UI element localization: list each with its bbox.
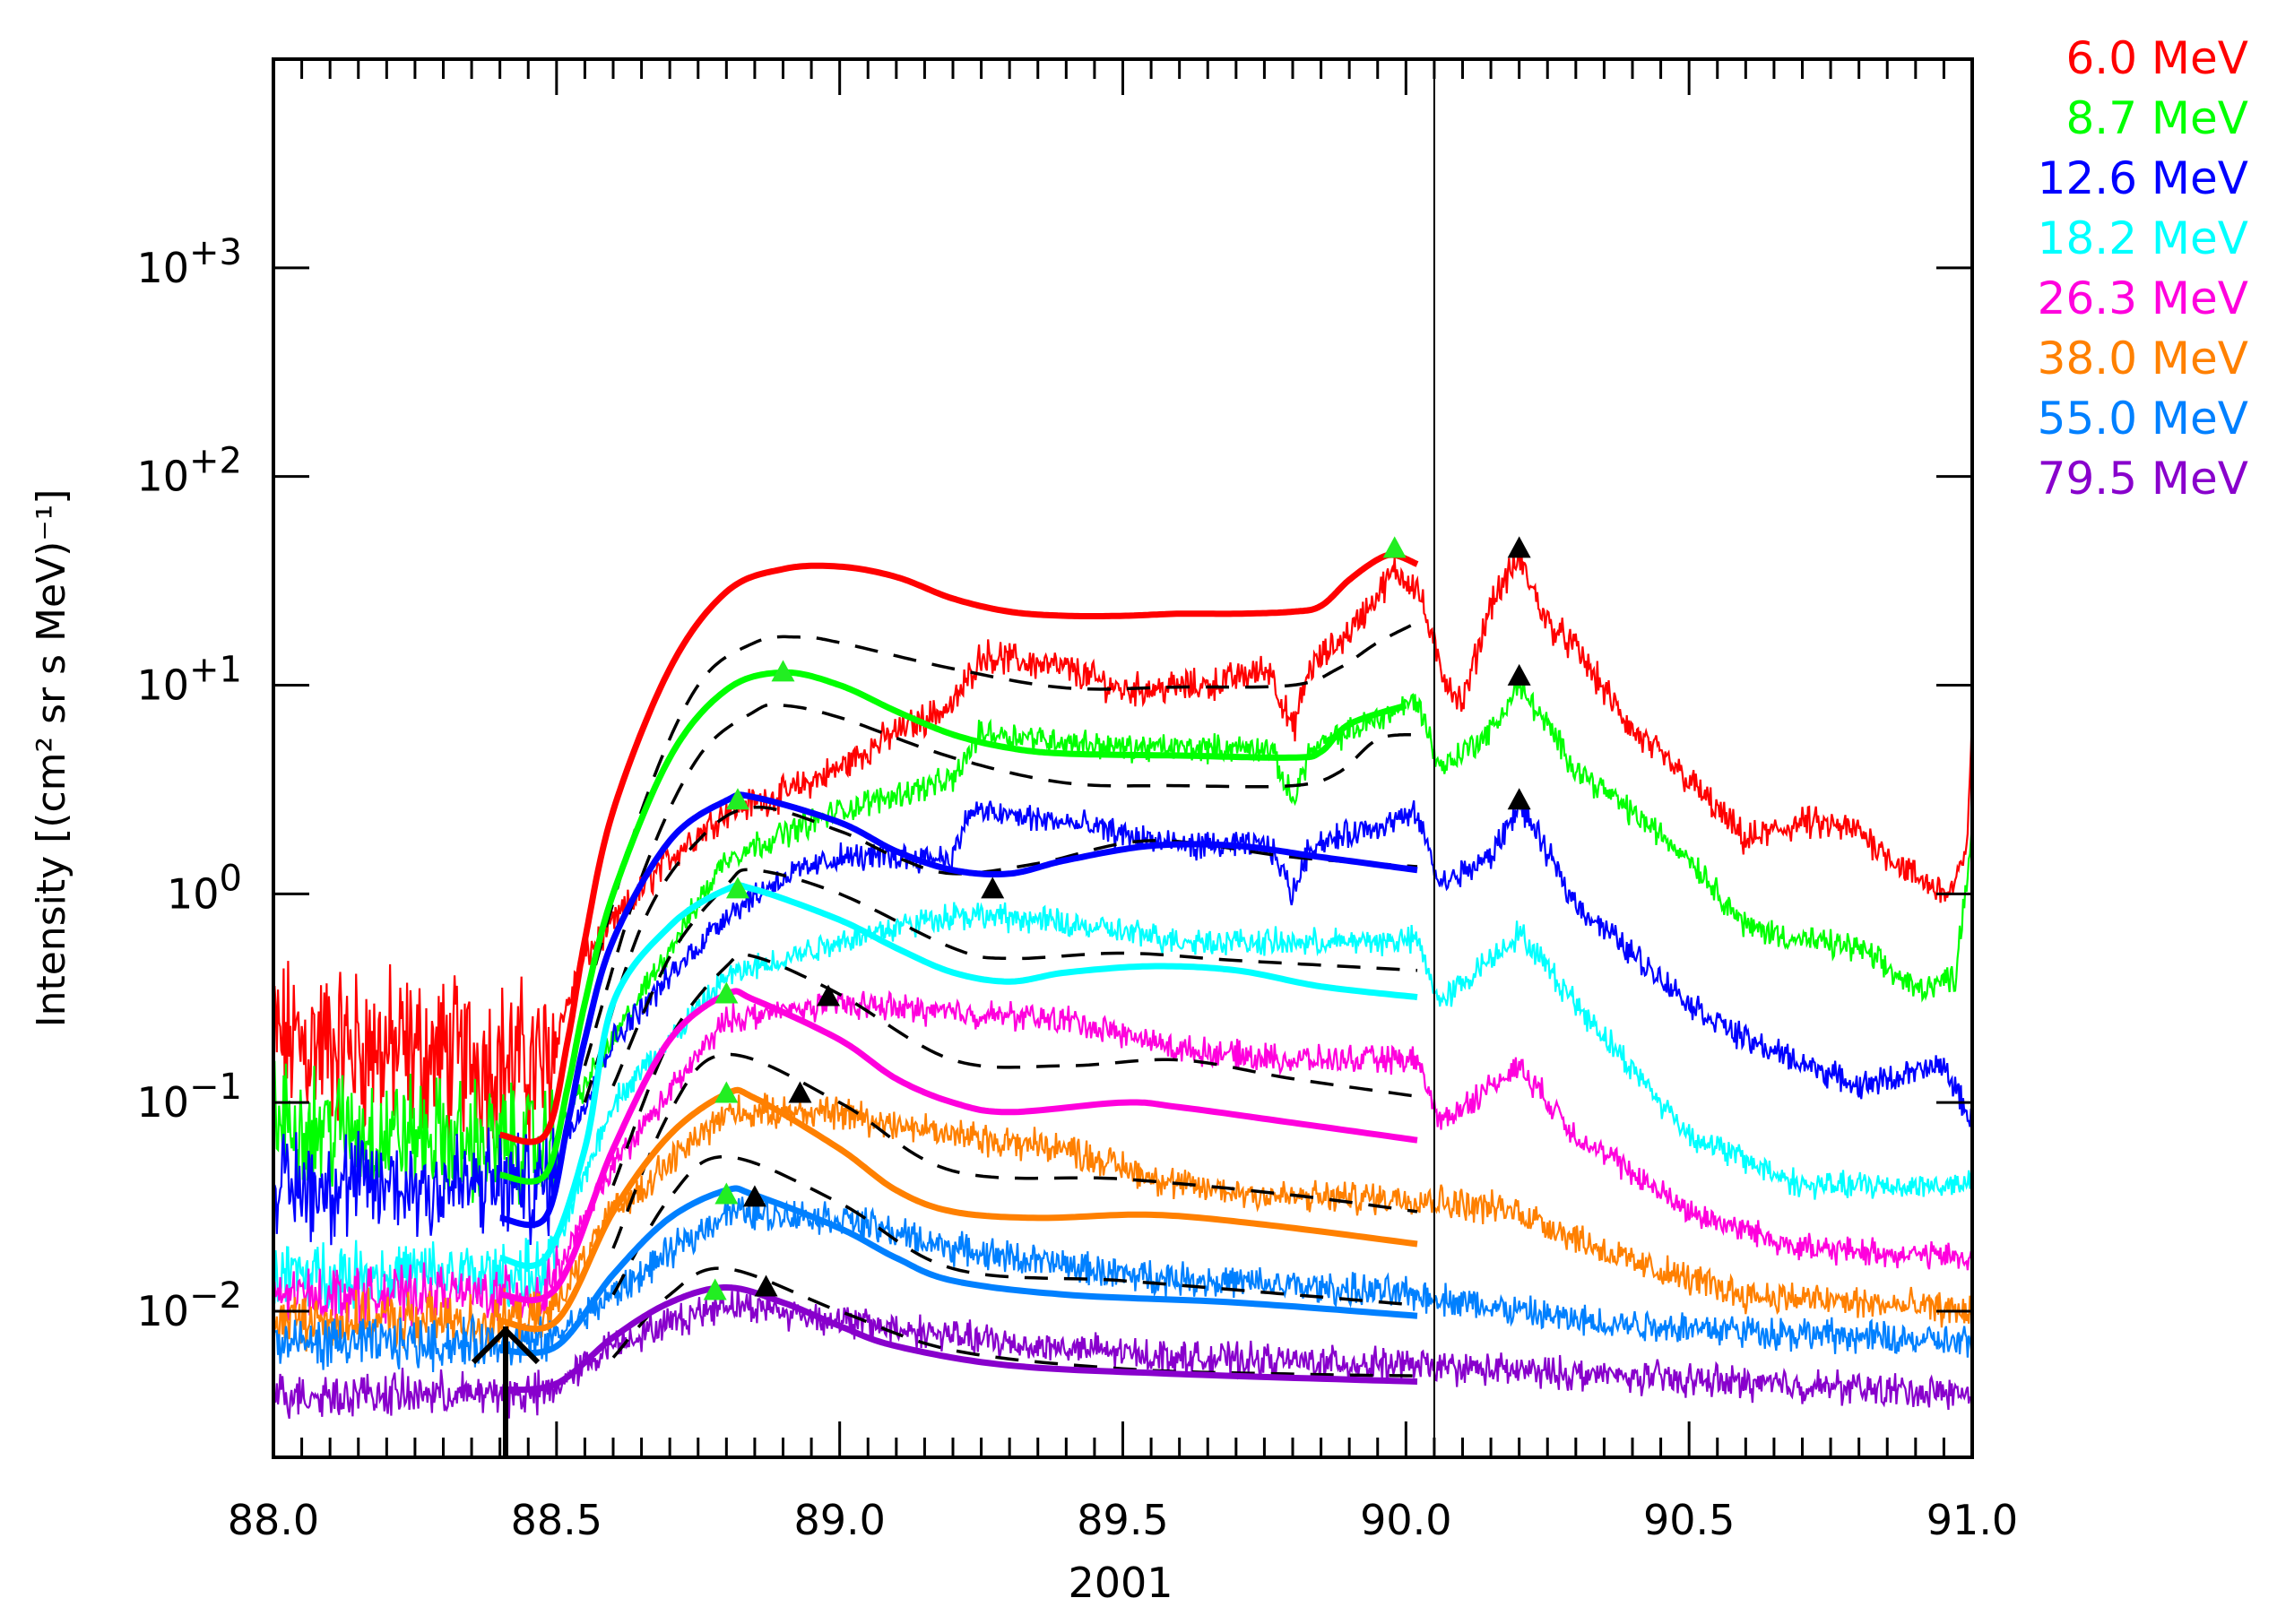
- black-peak-marker-0: [1507, 536, 1531, 558]
- black-peak-marker-2: [1507, 788, 1531, 810]
- green-peak-marker-7: [703, 1278, 727, 1300]
- observed-series-group: [273, 550, 1972, 1420]
- green-peak-marker-1: [771, 660, 795, 682]
- y-tick-label: 10+2: [136, 441, 242, 501]
- legend-entry-1: 8.7 MeV: [2065, 92, 2248, 144]
- x-tick-label: 90.0: [1360, 1496, 1451, 1544]
- plot-area: 88.0 88.5 89.0 89.5 90.0 90.5 91.0 10+3 10+2 10+1…: [136, 57, 2018, 1544]
- model-line-5: [498, 1086, 1418, 1333]
- x-tick-label: 89.0: [793, 1496, 885, 1544]
- green-peak-marker-3: [725, 877, 749, 899]
- dashed-model-line-6: [611, 1154, 1418, 1307]
- green-peak-marker-0: [1382, 536, 1407, 558]
- observed-line-0: [273, 550, 1972, 1149]
- model-series-group: [498, 551, 1420, 1394]
- y-tick-label: 10+3: [136, 232, 242, 292]
- green-peak-marker-5: [714, 1081, 739, 1103]
- y-tick-label: 100: [167, 858, 242, 918]
- dashed-model-line-0: [583, 620, 1418, 1004]
- legend-entry-3: 18.2 MeV: [2038, 212, 2248, 264]
- annotations-group: [471, 59, 1435, 1457]
- dashed-model-line-1: [583, 703, 1418, 1067]
- legend-entry-4: 26.3 MeV: [2038, 272, 2248, 324]
- green-peak-marker-6: [714, 1182, 739, 1205]
- dashed-model-line-4: [611, 952, 1418, 1187]
- y-tick-label: 10−2: [136, 1275, 242, 1335]
- legend-entry-2: 12.6 MeV: [2038, 152, 2248, 204]
- y-axis-label: Intensity [(cm² sr s MeV)⁻¹]: [29, 489, 74, 1028]
- y-tick-label: 10−1: [136, 1067, 242, 1127]
- onset-arrow-head: [471, 1326, 541, 1365]
- x-tick-label: 91.0: [1926, 1496, 2018, 1544]
- x-axis-label: 2001: [1068, 1559, 1173, 1607]
- model-line-6: [498, 1185, 1418, 1356]
- peak-markers-group: [703, 536, 1531, 1300]
- green-peak-marker-4: [714, 981, 739, 1004]
- x-tick-label: 88.5: [511, 1496, 602, 1544]
- black-peak-marker-4: [817, 984, 841, 1006]
- black-peak-marker-7: [754, 1274, 778, 1297]
- axes-group: 88.0 88.5 89.0 89.5 90.0 90.5 91.0 10+3 10+2 10+1…: [136, 57, 2018, 1544]
- model-line-2: [498, 791, 1418, 1229]
- model-line-0: [498, 551, 1420, 1145]
- observed-line-2: [273, 798, 1972, 1246]
- model-line-4: [498, 988, 1418, 1304]
- x-tick-label: 90.5: [1643, 1496, 1735, 1544]
- observed-line-6: [273, 1196, 1972, 1373]
- legend-entry-6: 55.0 MeV: [2038, 393, 2248, 445]
- black-peak-marker-6: [742, 1185, 766, 1207]
- dashed-model-line-7: [611, 1266, 1417, 1378]
- dashed-model-group: [583, 620, 1418, 1378]
- observed-line-5: [273, 1093, 1972, 1352]
- legend-entry-0: 6.0 MeV: [2065, 32, 2248, 84]
- model-line-3: [498, 882, 1418, 1270]
- green-peak-marker-2: [725, 788, 749, 810]
- dashed-model-line-5: [611, 1052, 1418, 1249]
- y-tick-label: 10+1: [136, 650, 242, 710]
- legend-entry-7: 79.5 MeV: [2038, 453, 2248, 505]
- observed-line-7: [273, 1287, 1972, 1420]
- observed-line-4: [273, 988, 1972, 1328]
- model-line-7: [498, 1284, 1418, 1394]
- black-peak-marker-1: [1507, 663, 1531, 686]
- black-peak-marker-5: [788, 1081, 812, 1103]
- legend: 6.0 MeV 8.7 MeV 12.6 MeV 18.2 MeV 26.3 MeV 38…: [2038, 32, 2248, 505]
- x-tick-label: 88.0: [228, 1496, 319, 1544]
- black-peak-marker-3: [981, 877, 1005, 899]
- x-tick-label: 89.5: [1077, 1496, 1168, 1544]
- model-line-1: [498, 669, 1408, 1185]
- legend-entry-5: 38.0 MeV: [2038, 333, 2248, 384]
